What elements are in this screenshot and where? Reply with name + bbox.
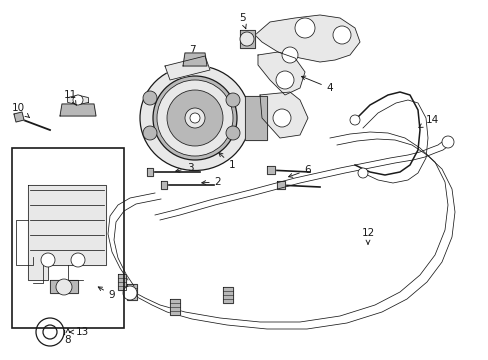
Polygon shape (240, 30, 254, 48)
Polygon shape (266, 166, 274, 174)
Circle shape (349, 115, 359, 125)
Polygon shape (14, 112, 24, 122)
Circle shape (36, 318, 64, 346)
Circle shape (167, 90, 223, 146)
Circle shape (275, 71, 293, 89)
Circle shape (240, 32, 253, 46)
Circle shape (357, 168, 367, 178)
Circle shape (73, 95, 83, 105)
Circle shape (142, 126, 157, 140)
Circle shape (225, 126, 240, 140)
Text: 8: 8 (64, 329, 71, 345)
Circle shape (294, 18, 314, 38)
Circle shape (142, 91, 157, 105)
Circle shape (56, 279, 72, 295)
Circle shape (190, 113, 200, 123)
Circle shape (157, 80, 232, 156)
Polygon shape (254, 15, 359, 62)
Text: 10: 10 (11, 103, 29, 118)
Polygon shape (118, 274, 126, 290)
Text: 3: 3 (175, 163, 193, 173)
Text: 14: 14 (418, 115, 438, 127)
Polygon shape (60, 104, 96, 116)
Circle shape (272, 109, 290, 127)
Text: 11: 11 (63, 90, 77, 105)
Circle shape (153, 76, 237, 160)
Polygon shape (258, 52, 305, 95)
Circle shape (123, 286, 137, 300)
Circle shape (225, 93, 240, 107)
Circle shape (43, 325, 57, 339)
Circle shape (282, 47, 297, 63)
Polygon shape (164, 56, 209, 80)
Polygon shape (67, 95, 88, 105)
Polygon shape (147, 168, 153, 176)
Text: 9: 9 (98, 287, 115, 300)
Polygon shape (183, 53, 206, 66)
Polygon shape (170, 299, 180, 315)
Text: 12: 12 (361, 228, 374, 244)
Text: 6: 6 (288, 165, 311, 177)
Text: 4: 4 (301, 76, 333, 93)
Polygon shape (276, 181, 285, 189)
Bar (12, 148, 124, 328)
Text: 2: 2 (202, 177, 221, 187)
Text: 1: 1 (218, 153, 235, 170)
Polygon shape (161, 181, 167, 189)
Text: 13: 13 (69, 327, 88, 337)
Circle shape (71, 253, 85, 267)
Polygon shape (244, 96, 266, 140)
Circle shape (41, 253, 55, 267)
Text: 7: 7 (188, 45, 198, 64)
Circle shape (441, 136, 453, 148)
Circle shape (184, 108, 204, 128)
Polygon shape (223, 287, 232, 303)
Ellipse shape (140, 66, 249, 171)
Polygon shape (50, 280, 78, 293)
Circle shape (332, 26, 350, 44)
Polygon shape (28, 185, 106, 280)
Polygon shape (127, 284, 137, 300)
Polygon shape (260, 92, 307, 138)
Text: 5: 5 (238, 13, 246, 29)
